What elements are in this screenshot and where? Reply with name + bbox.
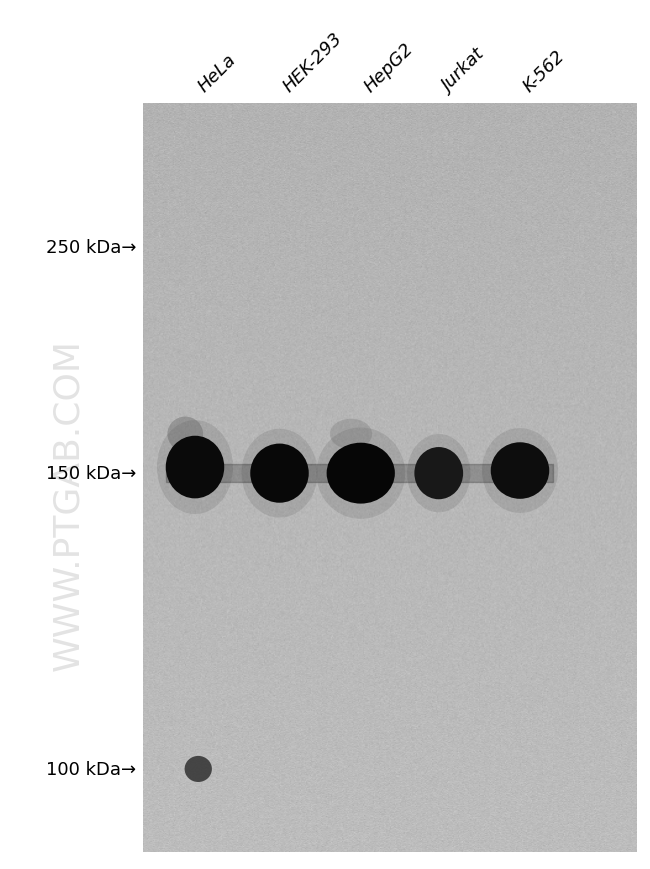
Text: 150 kDa→: 150 kDa→: [46, 465, 136, 482]
Ellipse shape: [250, 444, 309, 503]
Ellipse shape: [415, 448, 463, 500]
Ellipse shape: [166, 436, 224, 499]
Ellipse shape: [330, 419, 372, 450]
Text: 100 kDa→: 100 kDa→: [46, 760, 136, 778]
Text: Jurkat: Jurkat: [439, 46, 489, 96]
Text: HepG2: HepG2: [361, 39, 417, 96]
Ellipse shape: [157, 421, 233, 514]
Ellipse shape: [482, 428, 558, 514]
Text: HeLa: HeLa: [195, 50, 240, 96]
Ellipse shape: [167, 417, 203, 452]
Text: K-562: K-562: [520, 47, 569, 96]
Ellipse shape: [242, 429, 317, 518]
Ellipse shape: [491, 442, 549, 499]
Ellipse shape: [317, 428, 405, 519]
Ellipse shape: [185, 756, 212, 782]
Ellipse shape: [407, 434, 471, 513]
Text: WWW.PTGAB.COM: WWW.PTGAB.COM: [51, 338, 85, 670]
Text: HEK-293: HEK-293: [280, 30, 346, 96]
Text: 250 kDa→: 250 kDa→: [46, 239, 136, 256]
Ellipse shape: [326, 443, 395, 504]
